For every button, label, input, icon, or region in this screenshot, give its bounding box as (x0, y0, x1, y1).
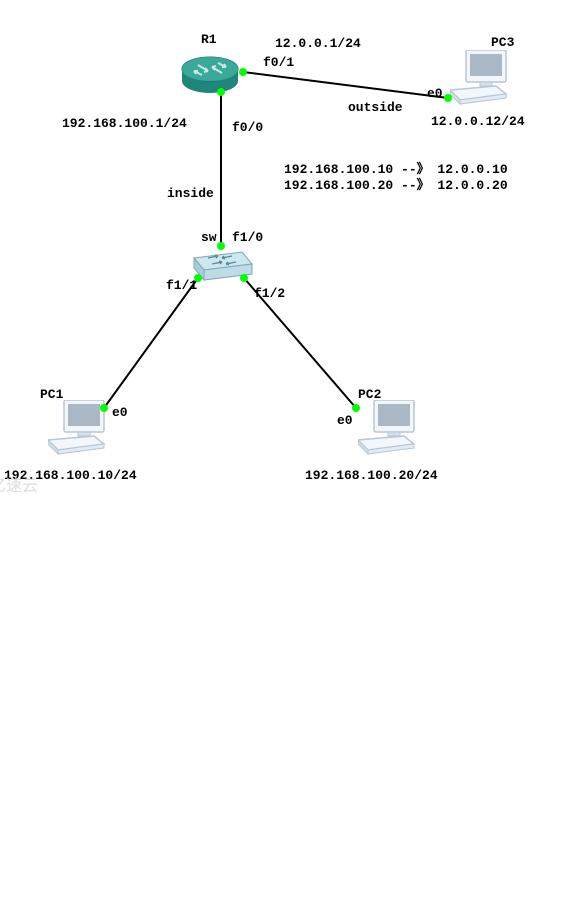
watermark-logo: 亿速云 (0, 0, 557, 496)
watermark-text: 亿速云 (0, 478, 38, 495)
